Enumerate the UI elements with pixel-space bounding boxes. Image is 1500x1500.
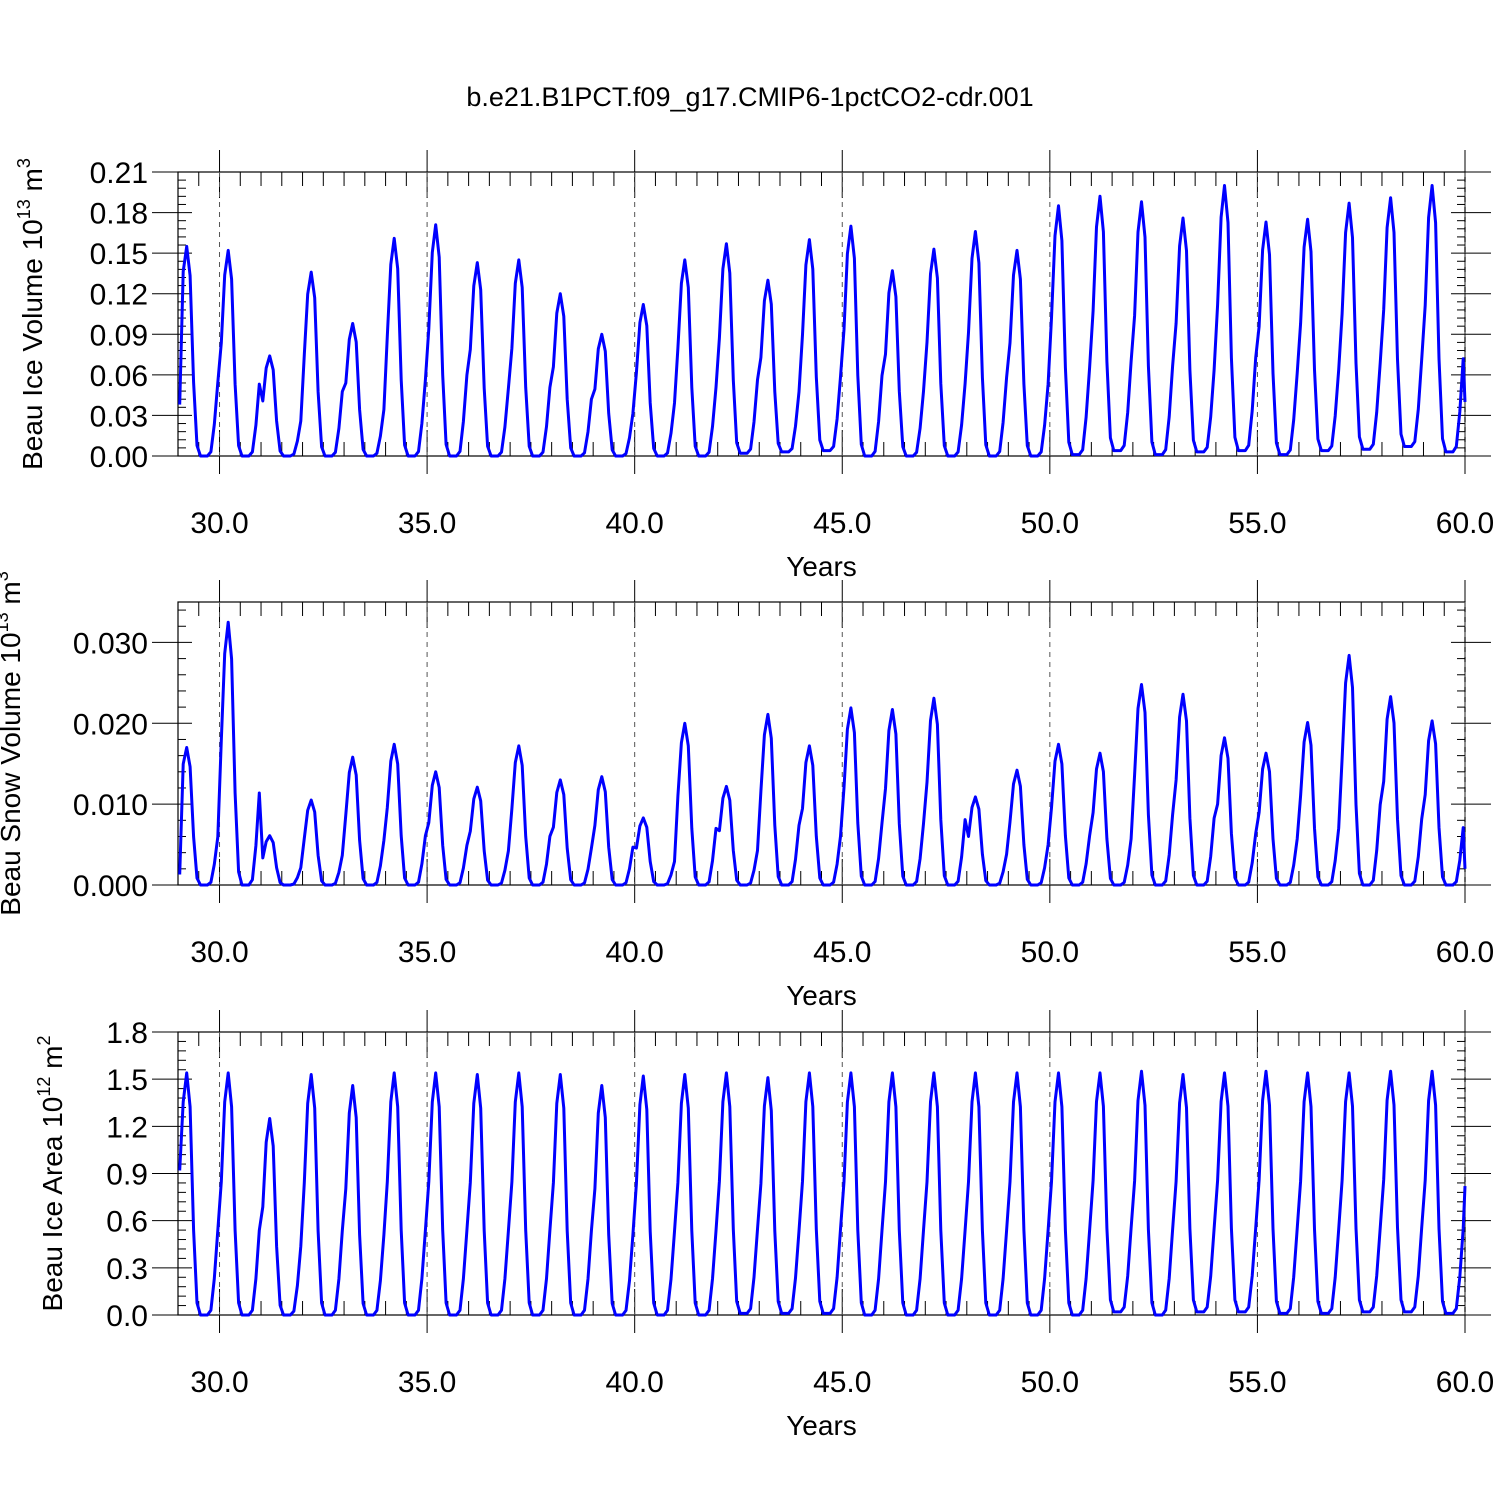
x-tick-label: 55.0 <box>1228 507 1286 540</box>
y-tick-label: 0.0 <box>106 1300 148 1333</box>
series-line <box>178 620 1467 887</box>
y-tick-label: 0.00 <box>90 441 148 474</box>
x-tick-label: 50.0 <box>1021 1366 1079 1399</box>
y-axis-title: Beau Ice Area 1012 m2 <box>34 1036 68 1312</box>
y-tick-label: 0.18 <box>90 198 148 231</box>
x-axis-title: Years <box>786 551 857 582</box>
x-tick-label: 50.0 <box>1021 936 1079 969</box>
y-tick-label: 0.12 <box>90 279 148 312</box>
y-tick-label: 0.6 <box>106 1206 148 1239</box>
x-tick-label: 40.0 <box>605 936 663 969</box>
y-tick-label: 0.3 <box>106 1253 148 1286</box>
panel-3: 30.0 35.0 40.0 45.0 50.0 55.0 60.0 0.0 0.3 0.6 0.9… <box>34 1010 1494 1441</box>
y-tick-label: 0.21 <box>90 157 148 190</box>
x-tick-label: 40.0 <box>605 507 663 540</box>
y-tick-label: 0.010 <box>73 789 148 822</box>
page-title: b.e21.B1PCT.f09_g17.CMIP6-1pctCO2-cdr.00… <box>466 82 1034 112</box>
x-tick-label: 35.0 <box>398 936 456 969</box>
x-tick-label: 35.0 <box>398 1366 456 1399</box>
x-tick-label: 55.0 <box>1228 936 1286 969</box>
y-tick-label: 0.020 <box>73 708 148 741</box>
x-tick-label: 30.0 <box>190 1366 248 1399</box>
x-tick-label: 35.0 <box>398 507 456 540</box>
x-axis-title: Years <box>786 980 857 1011</box>
y-tick-label: 0.9 <box>106 1159 148 1192</box>
panel-2: 30.0 35.0 40.0 45.0 50.0 55.0 60.0 0.000 0.010 0.… <box>0 571 1494 1011</box>
y-tick-label: 0.030 <box>73 627 148 660</box>
y-tick-label: 1.8 <box>106 1017 148 1050</box>
y-tick-label: 1.5 <box>106 1064 148 1097</box>
series-line <box>178 1069 1467 1317</box>
x-tick-label: 55.0 <box>1228 1366 1286 1399</box>
y-tick-label: 1.2 <box>106 1111 148 1144</box>
y-tick-label: 0.15 <box>90 238 148 271</box>
x-tick-label: 30.0 <box>190 936 248 969</box>
y-axis-title: Beau Snow Volume 1013 m3 <box>0 571 26 915</box>
x-tick-label: 60.0 <box>1436 1366 1494 1399</box>
x-tick-label: 45.0 <box>813 936 871 969</box>
y-tick-label: 0.06 <box>90 360 148 393</box>
y-tick-label: 0.03 <box>90 400 148 433</box>
x-tick-label: 60.0 <box>1436 936 1494 969</box>
y-axis-title: Beau Ice Volume 1013 m3 <box>14 158 48 470</box>
x-tick-label: 40.0 <box>605 1366 663 1399</box>
y-tick-label: 0.000 <box>73 870 148 903</box>
panel-1: 30.0 35.0 40.0 45.0 50.0 55.0 60.0 0.00 0.03 0.06… <box>14 150 1494 582</box>
x-tick-label: 60.0 <box>1436 507 1494 540</box>
x-tick-label: 50.0 <box>1021 507 1079 540</box>
x-axis-title: Years <box>786 1410 857 1441</box>
series-line <box>178 184 1467 458</box>
x-tick-label: 30.0 <box>190 507 248 540</box>
y-tick-label: 0.09 <box>90 319 148 352</box>
x-tick-label: 45.0 <box>813 507 871 540</box>
x-tick-label: 45.0 <box>813 1366 871 1399</box>
